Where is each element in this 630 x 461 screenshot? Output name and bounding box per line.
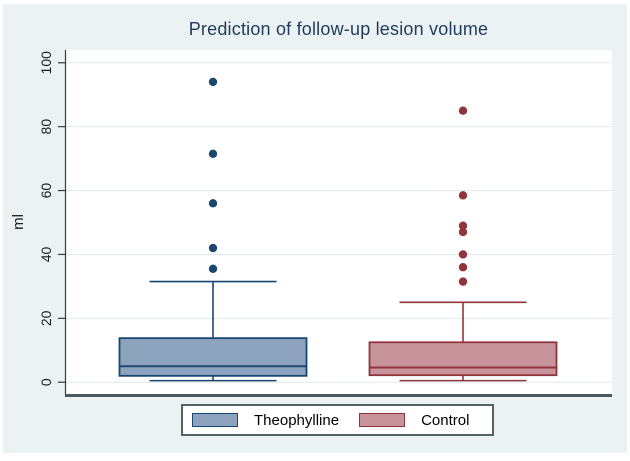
y-tick-label: 20 [38,310,54,326]
outlier-dot [458,277,468,286]
outlier-dot [458,106,468,115]
outlier-dot [208,199,218,208]
y-tick-label: 40 [38,246,54,262]
legend: Theophylline Control [181,404,494,436]
y-tick-label: 80 [38,119,54,135]
box-control [368,341,558,377]
legend-label-theophylline: Theophylline [254,411,340,429]
outlier-dot [208,243,218,253]
control-swatch-icon [359,413,406,427]
y-tick-label: 60 [38,183,54,199]
box-theophylline [118,337,308,377]
outlier-dot [458,221,468,230]
legend-item-control: Control [359,412,489,429]
y-axis-title: ml [10,214,27,230]
legend-item-theophylline: Theophylline [192,412,359,429]
chart-title: Prediction of follow-up lesion volume [188,19,489,39]
outlier-dot [458,191,468,200]
y-tick-label: 100 [38,51,54,75]
legend-label-control: Control [421,411,470,429]
outlier-dot [208,264,218,274]
outlier-dot [458,250,468,259]
outlier-dot [208,77,218,87]
theophylline-swatch-icon [192,413,238,427]
outlier-dot [208,149,218,159]
y-tick-label: 0 [38,378,54,386]
outlier-dot [458,227,468,237]
outlier-dot [458,263,468,272]
